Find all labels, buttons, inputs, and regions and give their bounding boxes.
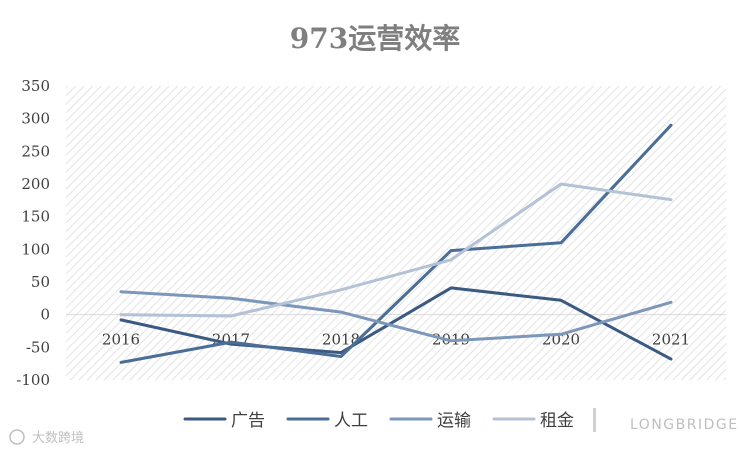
- x-tick-label: 2018: [322, 331, 360, 349]
- watermark-left-text: 大数跨境: [32, 431, 84, 446]
- x-tick-label: 2016: [102, 331, 140, 349]
- legend: 广告 人工 运输 租金: [183, 411, 574, 431]
- y-axis: 350 300 250 200 150 100 50 0 -50 -100: [16, 77, 50, 389]
- y-tick-label: 0: [40, 306, 50, 324]
- y-tick-label: 200: [21, 175, 50, 193]
- x-tick-label: 2021: [652, 331, 690, 349]
- series-line-1: [119, 123, 673, 364]
- legend-label: 租金: [540, 411, 574, 431]
- watermark-right-text: LONGBRIDGE: [630, 417, 739, 433]
- watermark-logo-icon: [9, 429, 25, 445]
- y-tick-label: 350: [21, 77, 50, 95]
- y-tick-label: -50: [26, 338, 50, 356]
- y-tick-label: 300: [21, 110, 50, 128]
- y-tick-label: 100: [21, 240, 50, 258]
- longbridge-logo-icon: [593, 408, 596, 432]
- watermark-left: 大数跨境: [9, 429, 84, 446]
- series-line-2: [119, 290, 673, 343]
- y-tick-label: 250: [21, 142, 50, 160]
- legend-label: 广告: [231, 411, 265, 431]
- series-lines: [119, 123, 673, 364]
- legend-label: 运输: [437, 411, 471, 431]
- watermark-right: LONGBRIDGE: [593, 408, 739, 433]
- series-line-3: [119, 182, 673, 318]
- y-tick-label: -100: [16, 371, 50, 389]
- y-tick-label: 150: [21, 208, 50, 226]
- series-line-0: [119, 286, 673, 361]
- y-tick-label: 50: [31, 273, 50, 291]
- legend-label: 人工: [334, 411, 368, 431]
- chart-title: 973运营效率: [290, 22, 460, 55]
